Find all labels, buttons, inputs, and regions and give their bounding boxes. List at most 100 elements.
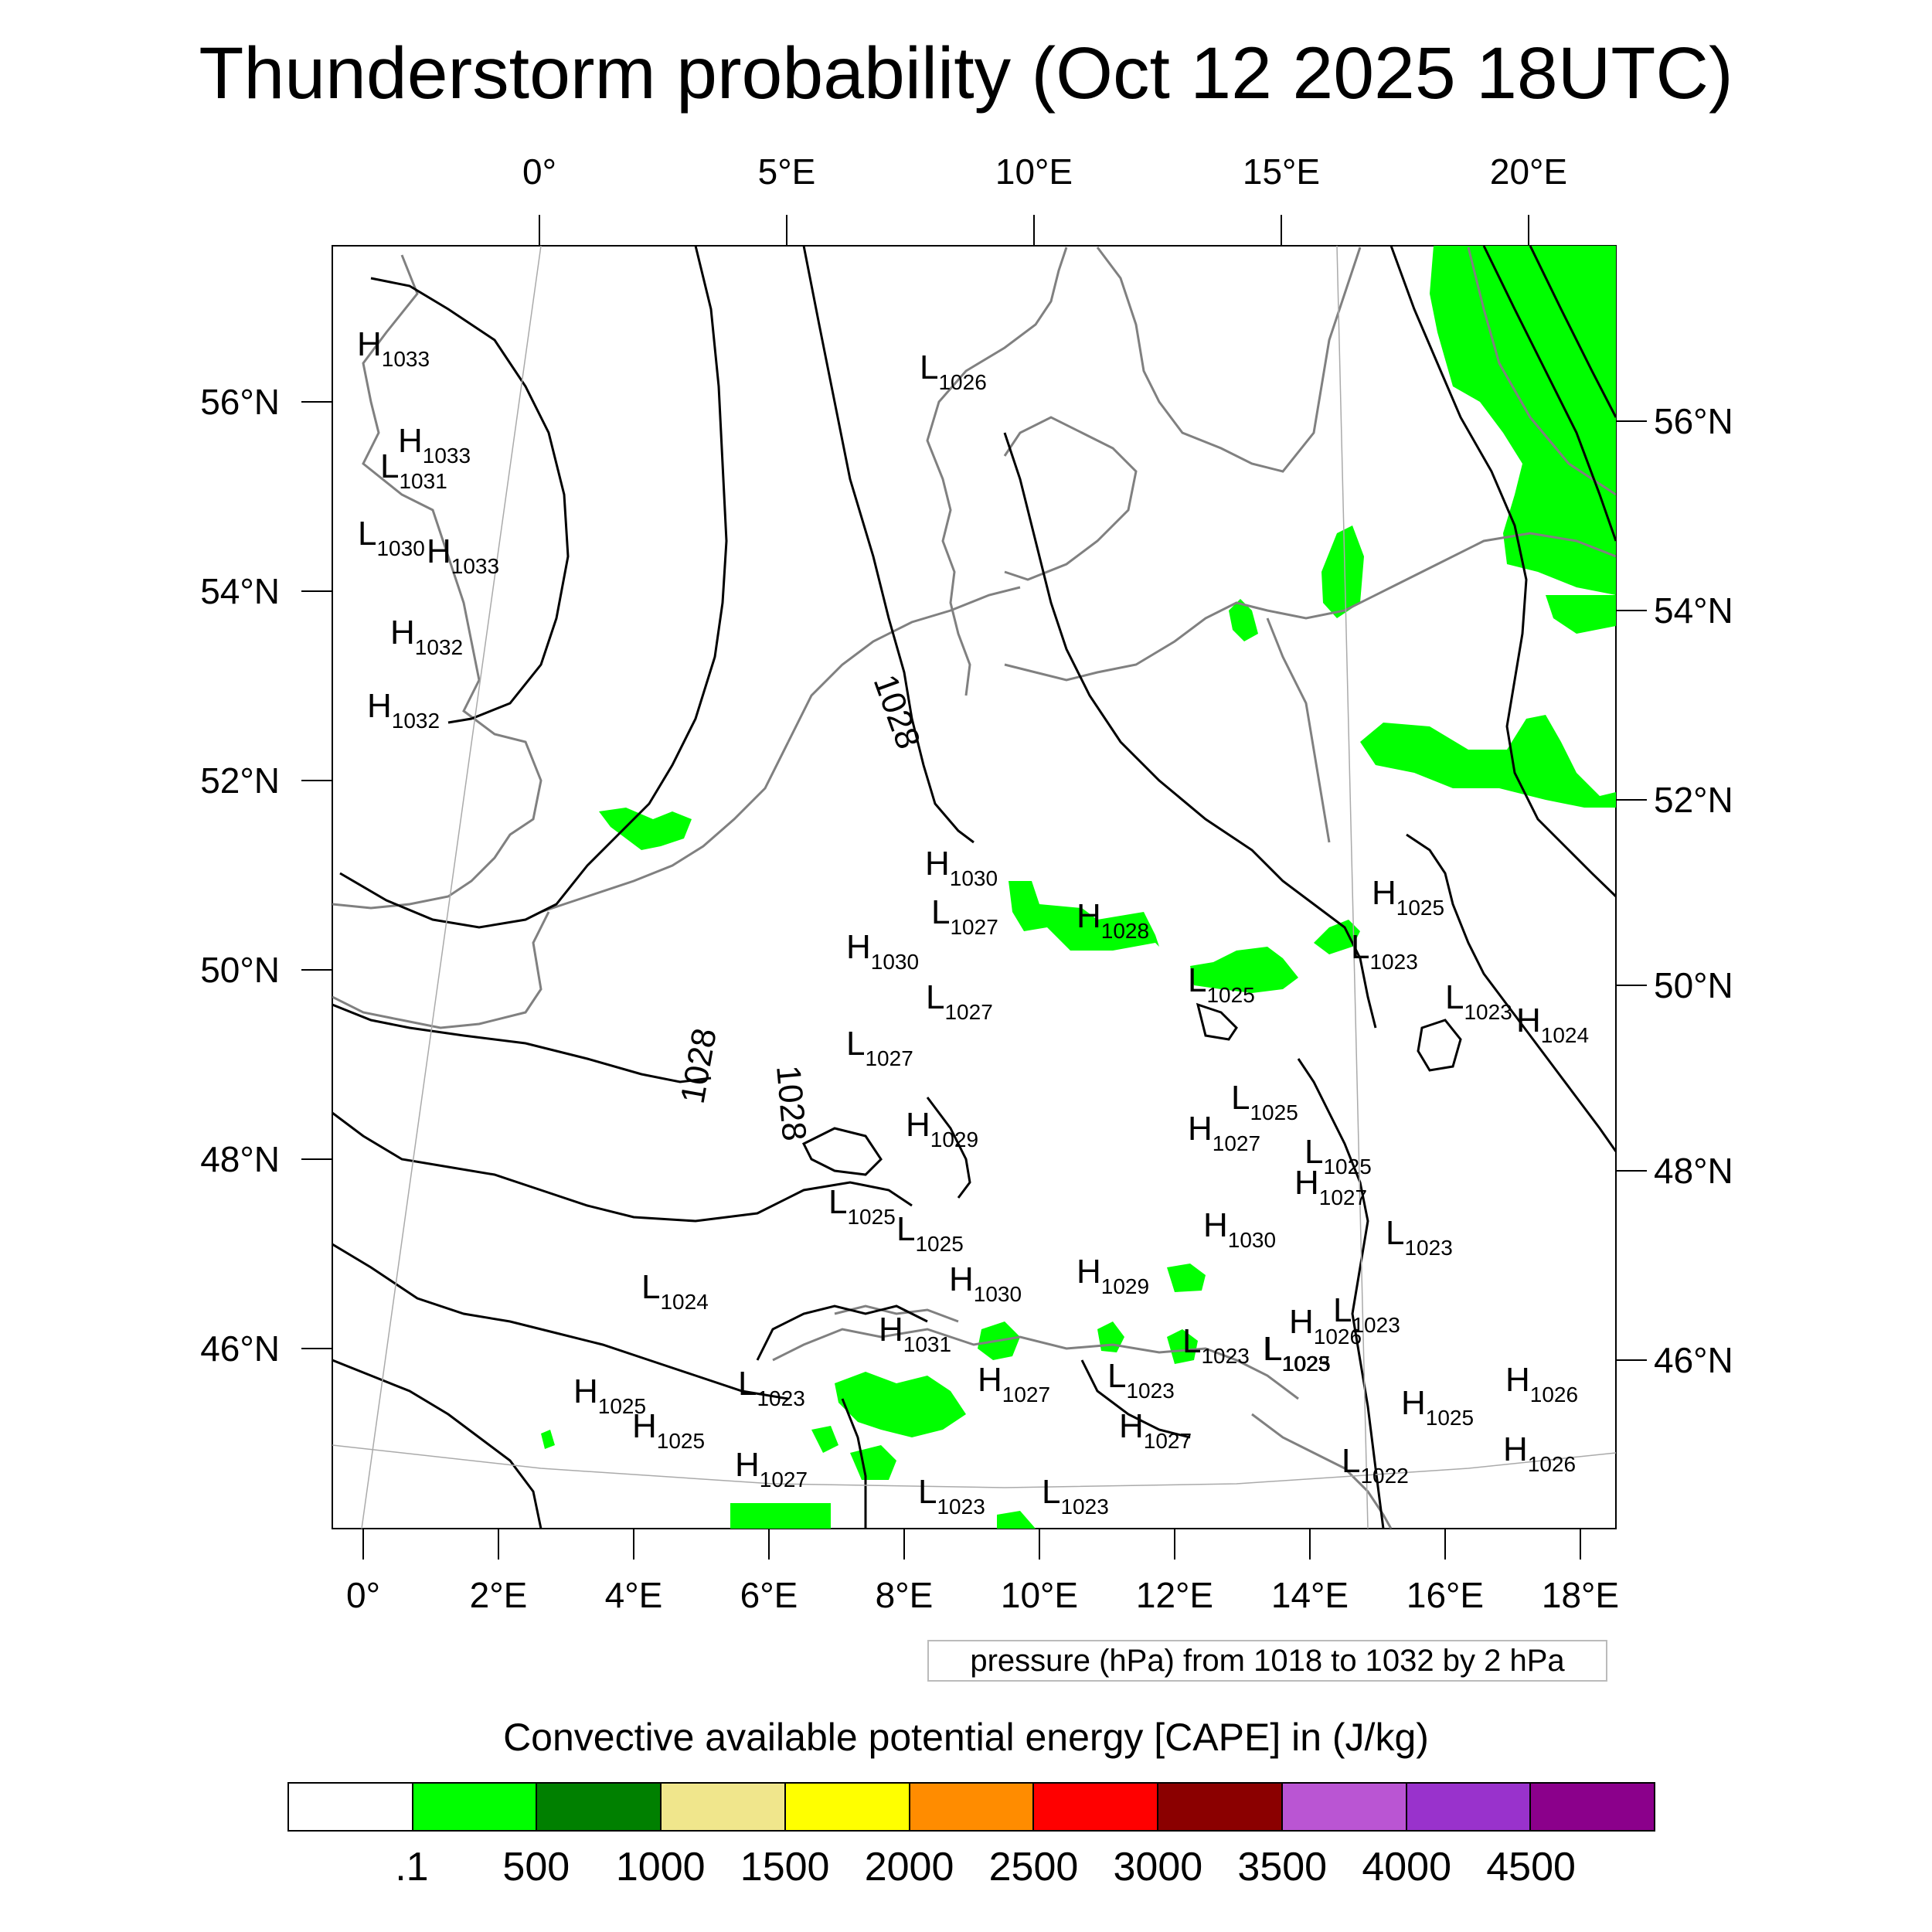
- pressure-center-value: 1032: [392, 709, 440, 733]
- pressure-center-type: H: [1503, 1430, 1528, 1468]
- coastlines: [332, 247, 1616, 1529]
- high-pressure-label: H1027: [735, 1446, 808, 1492]
- high-pressure-label: H1030: [925, 845, 998, 890]
- isobar-10: [1529, 246, 1616, 418]
- low-pressure-label: L1023: [738, 1365, 805, 1410]
- high-pressure-label: H1027: [1119, 1407, 1192, 1453]
- colorbar-box: [910, 1784, 1035, 1830]
- pressure-center-value: 1023: [1369, 950, 1417, 974]
- cape-region-baltic-east: [1430, 246, 1616, 595]
- coast-baltic-states: [1467, 247, 1616, 496]
- pressure-center-value: 1027: [950, 915, 998, 939]
- bottom-lon-label: 18°E: [1542, 1575, 1619, 1615]
- colorbar-box: [413, 1784, 538, 1830]
- pressure-center-type: H: [1188, 1110, 1213, 1148]
- pressure-center-value: 1026: [1314, 1325, 1362, 1349]
- isobars: [332, 246, 1616, 1529]
- low-pressure-label: L1025: [896, 1210, 964, 1256]
- graticule: [332, 246, 1616, 1529]
- low-pressure-label: L1027: [846, 1025, 913, 1070]
- pressure-center-value: 1022: [1360, 1464, 1408, 1488]
- cape-region-czech-east: [1314, 920, 1360, 954]
- pressure-center-type: H: [390, 614, 415, 651]
- low-pressure-label: L1023: [1351, 928, 1418, 974]
- right-lat-labels: 56°N 54°N 52°N 50°N 48°N 46°N: [1654, 401, 1733, 1380]
- pressure-center-value: 1023: [1464, 1000, 1512, 1024]
- isobar-2: [339, 246, 728, 929]
- right-lat-label: 56°N: [1654, 401, 1733, 441]
- pressure-center-type: L: [1231, 1079, 1250, 1117]
- pressure-center-value: 1023: [1201, 1344, 1249, 1368]
- bottom-lon-labels: 0° 2°E 4°E 6°E 8°E 10°E 12°E 14°E 16°E 1…: [346, 1575, 1619, 1615]
- pressure-center-type: H: [573, 1372, 598, 1410]
- cape-region-alps-3: [1167, 1329, 1198, 1364]
- pressure-center-value: 1030: [376, 536, 424, 560]
- pressure-center-value: 1023: [1352, 1313, 1400, 1337]
- high-pressure-label: H1031: [879, 1311, 951, 1356]
- pressure-center-type: H: [1401, 1384, 1426, 1422]
- bottom-lon-label: 16°E: [1406, 1575, 1484, 1615]
- cape-region-switz: [811, 1426, 838, 1453]
- pressure-center-type: L: [1042, 1473, 1060, 1511]
- pressure-center-type: L: [896, 1210, 915, 1248]
- low-pressure-label: L1025: [1304, 1133, 1372, 1179]
- cape-region-germany-central: [1009, 881, 1159, 951]
- colorbar-label: 3500: [1237, 1845, 1328, 1889]
- low-pressure-label: L1027: [926, 978, 993, 1024]
- pressure-center-type: H: [1289, 1303, 1314, 1341]
- pressure-center-value: 1025: [1250, 1100, 1298, 1124]
- pressure-center-value: 1025: [1323, 1155, 1371, 1179]
- pressure-center-type: L: [1264, 1330, 1282, 1368]
- isobar-5: [332, 1111, 913, 1223]
- isobar-20: [1196, 1002, 1238, 1041]
- right-lat-label: 50°N: [1654, 965, 1733, 1005]
- pressure-center-type: L: [641, 1268, 660, 1306]
- cape-region-po-valley: [730, 1503, 831, 1529]
- left-lat-label: 52°N: [200, 760, 280, 801]
- cape-legend-title: Convective available potential energy [C…: [503, 1716, 1429, 1759]
- pressure-center-type: H: [1372, 874, 1396, 912]
- pressure-center-type: H: [1505, 1361, 1530, 1399]
- cape-colorbar: [287, 1782, 1655, 1832]
- pressure-center-value: 1025: [657, 1429, 705, 1453]
- coast-germany-north: [926, 247, 1068, 696]
- pressure-center-type: L: [358, 515, 376, 553]
- colorbar-box: [1034, 1784, 1159, 1830]
- pressure-center-type: L: [1386, 1214, 1404, 1252]
- pressure-center-type: L: [846, 1025, 865, 1063]
- pressure-center-value: 1025: [598, 1394, 646, 1418]
- pressure-center-type: L: [1182, 1322, 1201, 1360]
- pressure-center-type: L: [1333, 1291, 1352, 1329]
- cape-region-poland-east: [1360, 715, 1616, 808]
- pressure-center-value: 1030: [950, 866, 998, 890]
- high-pressure-label: H1030: [949, 1260, 1022, 1306]
- pressure-center-value: 1025: [1426, 1406, 1474, 1430]
- pressure-center-value: 1030: [974, 1282, 1022, 1306]
- bottom-lon-label: 10°E: [1001, 1575, 1078, 1615]
- cape-region-pomerania: [1321, 526, 1364, 618]
- pressure-center-value: 1023: [1060, 1495, 1108, 1519]
- low-pressure-label: L1027: [931, 893, 998, 939]
- bottom-lon-label: 4°E: [605, 1575, 663, 1615]
- low-pressure-label: L1023: [1263, 1330, 1330, 1376]
- low-pressure-label: L1023: [1042, 1473, 1109, 1519]
- coast-baltic-south: [1004, 532, 1616, 682]
- high-pressure-label: H1026: [1505, 1361, 1578, 1406]
- pressure-center-value: 1024: [660, 1290, 708, 1314]
- cape-colorbar-labels: .1 500 1000 1500 2000 2500 3000 3500 4000 4500: [287, 1844, 1655, 1890]
- high-pressure-label: H1024: [1516, 1002, 1589, 1047]
- colorbar-box: [537, 1784, 662, 1830]
- isobar-13: [926, 1097, 971, 1199]
- low-pressure-label: L1023: [1445, 978, 1512, 1024]
- cape-region-netherlands: [599, 808, 692, 850]
- isobar-4: [332, 1003, 712, 1083]
- high-pressure-label: H1032: [390, 614, 463, 659]
- pressure-center-type: H: [906, 1106, 930, 1144]
- pressure-center-type: H: [1077, 1253, 1101, 1291]
- pressure-center-value: 1030: [871, 950, 919, 974]
- pressure-center-type: H: [427, 532, 451, 570]
- right-lat-label: 46°N: [1654, 1340, 1733, 1380]
- cape-region-po-small: [997, 1511, 1036, 1529]
- coast-denmark-east: [1003, 416, 1138, 581]
- border-alps: [772, 1328, 1299, 1400]
